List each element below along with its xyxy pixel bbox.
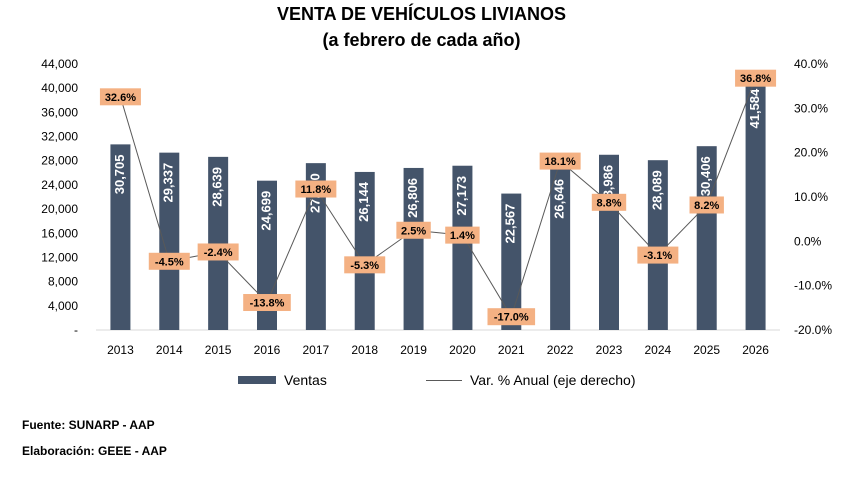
bar-value-label: 28,639 xyxy=(210,167,225,207)
y-left-tick-label: 24,000 xyxy=(41,178,78,192)
x-tick-label: 2016 xyxy=(254,343,281,357)
y-right-tick-label: 20.0% xyxy=(794,146,828,160)
y-left-tick-label: 8,000 xyxy=(48,275,78,289)
bar-value-label: 28,089 xyxy=(649,170,664,210)
x-tick-label: 2023 xyxy=(596,343,623,357)
bar-value-label: 24,699 xyxy=(258,191,273,231)
variation-label: -3.1% xyxy=(643,250,672,262)
legend-label-variacion: Var. % Anual (eje derecho) xyxy=(470,372,636,388)
source-note: Fuente: SUNARP - AAP xyxy=(22,418,155,432)
variation-label: 36.8% xyxy=(740,73,771,85)
variation-label-box xyxy=(99,88,141,106)
variation-label-box xyxy=(295,180,337,198)
bar xyxy=(159,152,180,330)
bar xyxy=(110,144,131,330)
y-left-tick-label: 4,000 xyxy=(48,299,78,313)
bar-value-label: 26,144 xyxy=(356,181,371,222)
bar-value-label: 22,567 xyxy=(503,204,518,244)
bar-value-label: 27,173 xyxy=(454,176,469,216)
bar xyxy=(452,165,473,330)
variation-label: 8.2% xyxy=(694,200,719,212)
variation-label-box xyxy=(344,256,386,274)
x-tick-label: 2020 xyxy=(449,343,476,357)
variation-label-box xyxy=(689,196,724,214)
variation-label-box xyxy=(591,193,627,211)
variation-label-box xyxy=(396,221,431,239)
variation-label: -13.8% xyxy=(250,298,285,310)
variation-label: 18.1% xyxy=(545,156,576,168)
variation-label-box xyxy=(735,69,777,87)
variation-label-box xyxy=(197,243,239,261)
x-tick-label: 2019 xyxy=(400,343,427,357)
chart-subtitle: (a febrero de cada año) xyxy=(322,30,521,50)
x-tick-label: 2018 xyxy=(351,343,378,357)
chart-title: VENTA DE VEHÍCULOS LIVIANOS xyxy=(276,4,567,24)
variation-label-box xyxy=(243,294,291,312)
variation-label: 11.8% xyxy=(301,184,332,196)
variation-label-box xyxy=(487,308,536,326)
bar-value-label: 26,646 xyxy=(552,179,567,219)
y-right-tick-label: 10.0% xyxy=(794,190,828,204)
legend-item-ventas: Ventas xyxy=(238,372,327,388)
variation-label: -4.5% xyxy=(155,256,184,268)
variation-label-box xyxy=(637,246,679,264)
x-tick-label: 2017 xyxy=(303,343,330,357)
y-left-tick-label: 16,000 xyxy=(41,226,78,240)
y-right-tick-label: 0.0% xyxy=(794,234,822,248)
x-tick-label: 2014 xyxy=(156,343,183,357)
y-left-tick-label: 40,000 xyxy=(41,81,78,95)
bar xyxy=(647,160,668,330)
variation-label-box xyxy=(148,252,190,270)
y-left-tick-label: 12,000 xyxy=(41,250,78,264)
x-tick-label: 2022 xyxy=(547,343,574,357)
x-tick-label: 2024 xyxy=(645,343,672,357)
y-left-tick-label: - xyxy=(74,323,78,337)
bar-value-label: 41,584 xyxy=(747,88,762,129)
legend-item-variacion: Var. % Anual (eje derecho) xyxy=(426,372,636,388)
credit-note: Elaboración: GEEE - AAP xyxy=(22,444,167,458)
legend-label-ventas: Ventas xyxy=(284,372,327,388)
variation-label: -17.0% xyxy=(494,312,529,324)
x-tick-label: 2025 xyxy=(693,343,720,357)
bar-value-label: 26,806 xyxy=(405,178,420,218)
y-left-tick-label: 28,000 xyxy=(41,154,78,168)
bar xyxy=(305,163,326,330)
bar-value-label: 30,406 xyxy=(698,156,713,196)
variation-label: -2.4% xyxy=(204,247,233,259)
y-right-tick-label: -10.0% xyxy=(794,279,832,293)
variation-label: 1.4% xyxy=(450,230,475,242)
bar xyxy=(403,167,424,330)
bar xyxy=(257,180,277,330)
x-tick-label: 2013 xyxy=(107,343,134,357)
x-tick-label: 2026 xyxy=(742,343,769,357)
x-tick-label: 2015 xyxy=(205,343,232,357)
y-right-tick-label: -20.0% xyxy=(794,323,832,337)
variation-label-box xyxy=(539,152,581,170)
legend-line-swatch xyxy=(426,379,462,381)
variation-label-box xyxy=(445,226,480,244)
legend-bar-swatch xyxy=(238,376,276,384)
y-left-tick-label: 32,000 xyxy=(41,130,78,144)
bar xyxy=(550,168,571,330)
bar xyxy=(745,78,766,330)
variation-label: -5.3% xyxy=(350,260,379,272)
bar-value-label: 30,705 xyxy=(112,154,127,194)
y-right-tick-label: 30.0% xyxy=(794,101,828,115)
bar xyxy=(501,193,522,330)
x-tick-label: 2021 xyxy=(498,343,525,357)
bar xyxy=(208,156,229,330)
y-left-tick-label: 36,000 xyxy=(41,105,78,119)
bar xyxy=(354,171,375,330)
y-right-tick-label: 40.0% xyxy=(794,57,828,71)
bar-value-label: 29,337 xyxy=(161,163,176,203)
y-left-tick-label: 44,000 xyxy=(41,57,78,71)
variation-label: 32.6% xyxy=(105,92,136,104)
y-left-tick-label: 20,000 xyxy=(41,202,78,216)
variation-label: 2.5% xyxy=(401,225,426,237)
variation-label: 8.8% xyxy=(596,197,621,209)
